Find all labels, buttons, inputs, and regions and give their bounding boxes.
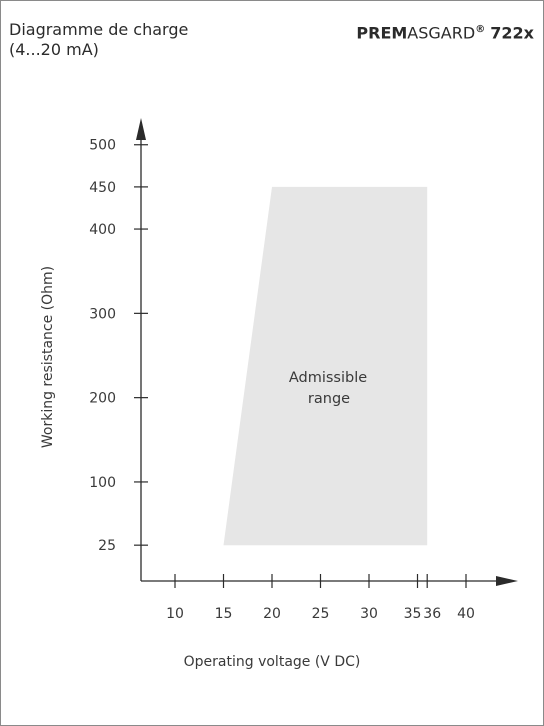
y-tick-label-400: 400 <box>89 222 116 238</box>
y-tick-label-25: 25 <box>98 538 116 554</box>
x-tick-label-40: 40 <box>457 606 475 622</box>
heading-title: Diagramme de charge <box>9 20 189 39</box>
x-tick-label-20: 20 <box>263 606 281 622</box>
y-tick-label-300: 300 <box>89 306 116 322</box>
x-tick-label-30: 30 <box>360 606 378 622</box>
x-axis-title: Operating voltage (V DC) <box>184 654 361 670</box>
x-tick-label-10: 10 <box>166 606 184 622</box>
x-tick-label-25: 25 <box>312 606 330 622</box>
product-name: PREMASGARD® 722x <box>356 20 534 43</box>
brand-rest: ASGARD <box>407 23 476 43</box>
y-tick-label-100: 100 <box>89 475 116 491</box>
y-axis-arrow <box>136 118 146 140</box>
y-tick-label-200: 200 <box>89 391 116 407</box>
region-label-line1: Admissible <box>289 370 367 386</box>
x-axis-arrow <box>496 576 518 586</box>
heading-subtitle: (4...20 mA) <box>9 40 99 59</box>
x-tick-label-36: 36 <box>423 606 441 622</box>
x-tick-label-35: 35 <box>404 606 422 622</box>
region-label-line2: range <box>308 391 350 407</box>
brand-bold: PREM <box>356 23 408 43</box>
x-tick-label-15: 15 <box>215 606 233 622</box>
y-tick-label-450: 450 <box>89 180 116 196</box>
admissible-region <box>223 186 428 546</box>
model-number: 722x <box>490 23 534 43</box>
y-axis-title: Working resistance (Ohm) <box>40 266 56 448</box>
registered-mark: ® <box>475 24 486 35</box>
y-tick-label-500: 500 <box>89 138 116 154</box>
chart-heading: Diagramme de charge (4...20 mA) <box>9 20 188 60</box>
